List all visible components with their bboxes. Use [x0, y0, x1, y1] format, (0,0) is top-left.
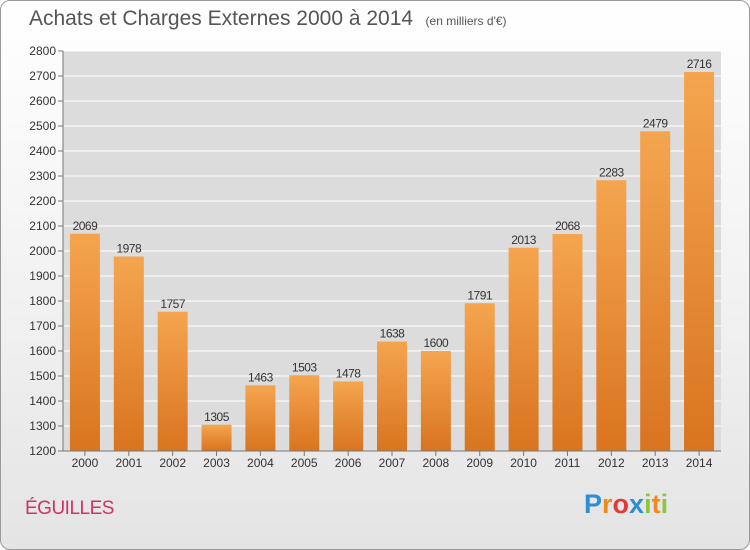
x-tick-label: 2008 — [423, 456, 450, 470]
bar-value-label: 1503 — [292, 360, 318, 374]
y-tick-label: 2000 — [29, 244, 56, 258]
logo-letter: x — [629, 489, 645, 519]
x-tick-label: 2009 — [466, 456, 493, 470]
y-tick-label: 1400 — [29, 394, 56, 408]
chart-title-block: Achats et Charges Externes 2000 à 2014 (… — [29, 7, 507, 31]
x-tick-label: 2005 — [291, 456, 318, 470]
x-tick-label: 2006 — [335, 456, 362, 470]
logo-letter: r — [602, 489, 613, 519]
x-tick-label: 2002 — [159, 456, 186, 470]
x-tick-label: 2000 — [72, 456, 99, 470]
bar — [113, 256, 144, 451]
x-tick-label: 2012 — [598, 456, 625, 470]
bar-value-label: 1463 — [248, 370, 274, 384]
bar — [596, 180, 627, 451]
bar-value-label: 2283 — [599, 165, 625, 179]
y-tick-label: 2800 — [29, 44, 56, 58]
y-tick-label: 1800 — [29, 294, 56, 308]
bar-value-label: 1305 — [204, 410, 230, 424]
bar-value-label: 2013 — [511, 233, 537, 247]
y-axis: 1200 1300 1400 1500 1600 1700 1800 1900 2000 2100… — [29, 44, 64, 458]
bar-value-label: 1478 — [336, 367, 362, 381]
bar — [684, 72, 715, 451]
bar-value-label: 1638 — [380, 327, 406, 341]
bar — [201, 424, 232, 451]
x-tick-label: 2013 — [642, 456, 669, 470]
logo-letter: i — [644, 489, 652, 519]
proxiti-logo: Proxiti — [584, 489, 668, 520]
y-tick-label: 2200 — [29, 194, 56, 208]
logo-letter: o — [612, 489, 630, 519]
logo-letter: i — [660, 489, 669, 519]
y-tick-label: 1200 — [29, 444, 56, 458]
y-tick-label: 1900 — [29, 269, 56, 283]
bars: 2069 1978 1757 1305 1463 1503 1478 1638 1600 1791… — [69, 57, 715, 451]
bar — [640, 131, 671, 451]
x-tick-label: 2001 — [115, 456, 142, 470]
x-axis: 2000 2001 2002 2003 2004 2005 2006 2007 2008 2009… — [63, 450, 721, 470]
x-tick-label: 2010 — [510, 456, 537, 470]
bar — [245, 385, 276, 451]
y-tick-label: 1500 — [29, 369, 56, 383]
bar — [377, 341, 407, 451]
logo-letter: P — [584, 489, 603, 519]
y-tick-label: 1700 — [29, 319, 56, 333]
bar-value-label: 1600 — [424, 336, 450, 350]
bar — [552, 234, 583, 451]
bar-value-label: 2479 — [643, 116, 669, 130]
x-tick-label: 2014 — [686, 456, 713, 470]
logo-letter: t — [651, 489, 661, 519]
y-tick-label: 2300 — [29, 169, 56, 183]
y-tick-label: 1600 — [29, 344, 56, 358]
bar — [289, 375, 320, 451]
bar — [157, 311, 188, 451]
bar-value-label: 1791 — [467, 288, 493, 302]
x-tick-label: 2007 — [379, 456, 406, 470]
bar — [508, 247, 539, 451]
bar-value-label: 1978 — [116, 242, 142, 256]
y-tick-label: 1300 — [29, 419, 56, 433]
y-tick-label: 2700 — [29, 69, 56, 83]
bar — [69, 233, 100, 451]
commune-name: ÉGUILLES — [25, 498, 114, 519]
bar-value-label: 2716 — [687, 57, 713, 71]
bar — [333, 381, 364, 451]
chart-unit: (en milliers d'€) — [425, 14, 507, 28]
bar — [420, 351, 451, 451]
bar — [464, 303, 495, 451]
x-tick-label: 2003 — [203, 456, 230, 470]
y-tick-label: 2400 — [29, 144, 56, 158]
x-tick-label: 2004 — [247, 456, 274, 470]
bar-value-label: 2068 — [555, 219, 581, 233]
y-tick-label: 2500 — [29, 119, 56, 133]
bar-value-label: 2069 — [73, 219, 99, 233]
x-tick-label: 2011 — [555, 456, 581, 470]
chart-title: Achats et Charges Externes 2000 à 2014 — [29, 7, 414, 30]
y-tick-label: 2100 — [29, 219, 56, 233]
bar-value-label: 1757 — [160, 297, 186, 311]
y-tick-label: 2600 — [29, 94, 56, 108]
